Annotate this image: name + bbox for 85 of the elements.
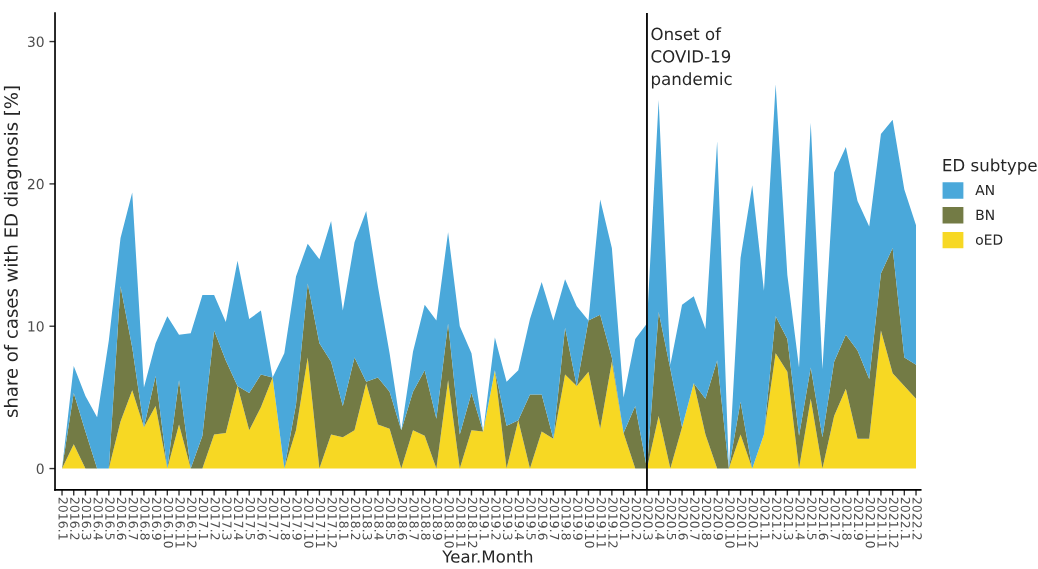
- x-tick-label: 2019.11: [596, 497, 606, 548]
- x-tick-label: 2022.2: [912, 497, 922, 540]
- x-tick-label: 2016.11: [175, 497, 185, 548]
- y-axis-title: share of cases with ED diagnosis [%]: [3, 86, 22, 417]
- x-tick-label: 2018.11: [456, 497, 466, 548]
- x-tick-label: 2019.6: [538, 497, 548, 540]
- x-tick-label: 2016.5: [105, 497, 115, 540]
- x-tick-label: 2020.7: [690, 497, 700, 540]
- x-tick-label: 2018.10: [444, 497, 454, 548]
- x-tick-label: 2017.11: [315, 497, 326, 548]
- x-tick-label: 2016.8: [140, 497, 150, 540]
- x-tick-label: 2021.7: [830, 497, 840, 540]
- x-tick-label: 2020.11: [736, 497, 747, 548]
- x-tick-label: 2020.5: [666, 497, 677, 540]
- x-tick-label: 2018.1: [339, 497, 349, 540]
- legend-label: oED: [975, 234, 1003, 245]
- x-tick-label: 2018.8: [421, 497, 431, 540]
- x-tick-label: 2018.9: [432, 497, 443, 540]
- x-tick-label: 2016.9: [151, 497, 162, 540]
- x-tick-label: 2021.8: [842, 497, 852, 540]
- x-tick-label: 2021.4: [795, 497, 805, 540]
- x-tick-label: 2020.10: [725, 497, 735, 548]
- x-tick-label: 2016.10: [163, 497, 174, 548]
- x-tick-label: 2017.9: [292, 497, 302, 540]
- x-tick-label: 2016.6: [116, 497, 127, 540]
- x-tick-label: 2016.7: [128, 497, 139, 540]
- x-tick-label: 2018.3: [362, 497, 373, 540]
- x-tick-label: 2017.12: [327, 497, 337, 548]
- x-tick-label: 2019.8: [561, 497, 571, 540]
- x-tick-label: 2017.2: [210, 497, 220, 540]
- x-tick-label: 2019.10: [584, 497, 595, 548]
- x-tick-label: 2022.1: [900, 497, 911, 540]
- x-tick-label: 2020.6: [678, 497, 688, 540]
- x-tick-label: 2021.10: [865, 497, 876, 548]
- x-tick-label: 2016.4: [93, 497, 103, 540]
- x-tick-label: 2016.2: [70, 497, 80, 540]
- x-tick-label: 2019.5: [526, 497, 536, 540]
- x-tick-label: 2021.12: [889, 497, 899, 548]
- x-tick-label: 2017.1: [198, 497, 209, 540]
- x-tick-label: 2021.5: [807, 497, 817, 540]
- x-tick-label: 2017.8: [280, 497, 291, 540]
- y-tick-label: 20: [27, 178, 44, 190]
- y-tick-label: 30: [27, 36, 44, 48]
- x-tick-label: 2021.11: [877, 497, 887, 548]
- x-tick-label: 2020.9: [713, 497, 723, 540]
- x-tick-label: 2018.5: [385, 497, 396, 540]
- x-tick-label: 2017.4: [233, 497, 244, 540]
- x-tick-label: 2021.9: [853, 497, 864, 540]
- x-tick-label: 2018.2: [350, 497, 361, 540]
- ref-line-label: Onset of COVID-19 pandemic: [651, 27, 732, 89]
- x-tick-label: 2018.6: [397, 497, 408, 540]
- x-tick-label: 2017.7: [268, 497, 279, 540]
- x-tick-label: 2017.6: [257, 497, 267, 540]
- x-tick-label: 2019.9: [573, 497, 583, 540]
- x-tick-label: 2020.2: [631, 497, 642, 540]
- x-tick-label: 2017.5: [245, 497, 256, 540]
- x-tick-label: 2020.8: [701, 497, 712, 540]
- legend-label: AN: [975, 184, 994, 196]
- x-tick-label: 2019.7: [549, 497, 560, 540]
- x-tick-label: 2019.1: [479, 497, 490, 540]
- x-axis-title: Year.Month: [442, 549, 533, 563]
- x-tick-label: 2021.2: [772, 497, 782, 540]
- x-tick-label: 2016.12: [187, 497, 197, 548]
- x-tick-label: 2020.3: [643, 497, 653, 540]
- y-tick-label: 0: [36, 463, 44, 475]
- x-tick-label: 2018.12: [467, 497, 478, 548]
- x-tick-label: 2019.4: [514, 497, 525, 540]
- x-tick-label: 2019.2: [491, 497, 501, 540]
- x-tick-label: 2021.3: [783, 497, 794, 540]
- x-tick-label: 2021.1: [760, 497, 770, 540]
- legend-label: BN: [976, 209, 994, 220]
- x-tick-label: 2018.4: [374, 497, 384, 540]
- x-tick-label: 2019.12: [608, 497, 618, 548]
- x-tick-label: 2019.3: [502, 497, 513, 540]
- x-tick-label: 2020.1: [619, 497, 630, 540]
- x-tick-label: 2016.1: [58, 497, 68, 540]
- legend-title: ED subtype: [943, 158, 1037, 175]
- x-tick-label: 2017.10: [304, 497, 314, 548]
- x-tick-label: 2021.6: [818, 497, 829, 540]
- x-tick-label: 2018.7: [409, 497, 419, 540]
- x-tick-label: 2017.3: [222, 497, 232, 540]
- x-tick-label: 2020.4: [655, 497, 665, 540]
- y-tick-label: 10: [28, 321, 44, 332]
- x-tick-label: 2016.3: [81, 497, 92, 540]
- x-tick-label: 2020.12: [748, 497, 759, 548]
